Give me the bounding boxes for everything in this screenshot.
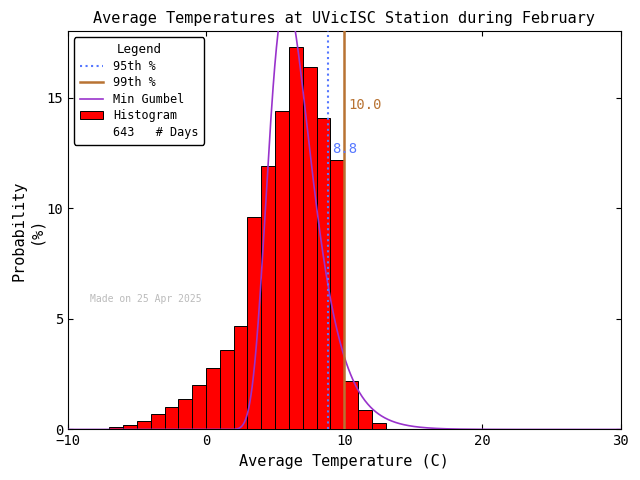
Bar <box>234 325 248 430</box>
X-axis label: Average Temperature (C): Average Temperature (C) <box>239 454 449 469</box>
Bar <box>248 217 261 430</box>
Bar <box>344 381 358 430</box>
Bar <box>303 67 317 430</box>
Bar <box>275 111 289 430</box>
Bar <box>151 414 164 430</box>
Bar <box>358 409 372 430</box>
Bar <box>220 350 234 430</box>
Legend: 95th %, 99th %, Min Gumbel, Histogram, 643   # Days: 95th %, 99th %, Min Gumbel, Histogram, 6… <box>74 37 204 145</box>
Bar <box>109 427 123 430</box>
Bar <box>137 420 151 430</box>
Bar <box>123 425 137 430</box>
Bar <box>289 47 303 430</box>
Bar <box>330 160 344 430</box>
Bar <box>179 398 192 430</box>
Y-axis label: Probability
(%): Probability (%) <box>11 180 44 281</box>
Bar <box>192 385 206 430</box>
Bar <box>206 368 220 430</box>
Title: Average Temperatures at UVicISC Station during February: Average Temperatures at UVicISC Station … <box>93 11 595 26</box>
Bar <box>164 408 179 430</box>
Bar <box>372 423 386 430</box>
Bar <box>317 118 330 430</box>
Text: Made on 25 Apr 2025: Made on 25 Apr 2025 <box>90 294 202 304</box>
Text: 8.8: 8.8 <box>332 142 357 156</box>
Bar <box>261 167 275 430</box>
Text: 10.0: 10.0 <box>348 98 382 112</box>
